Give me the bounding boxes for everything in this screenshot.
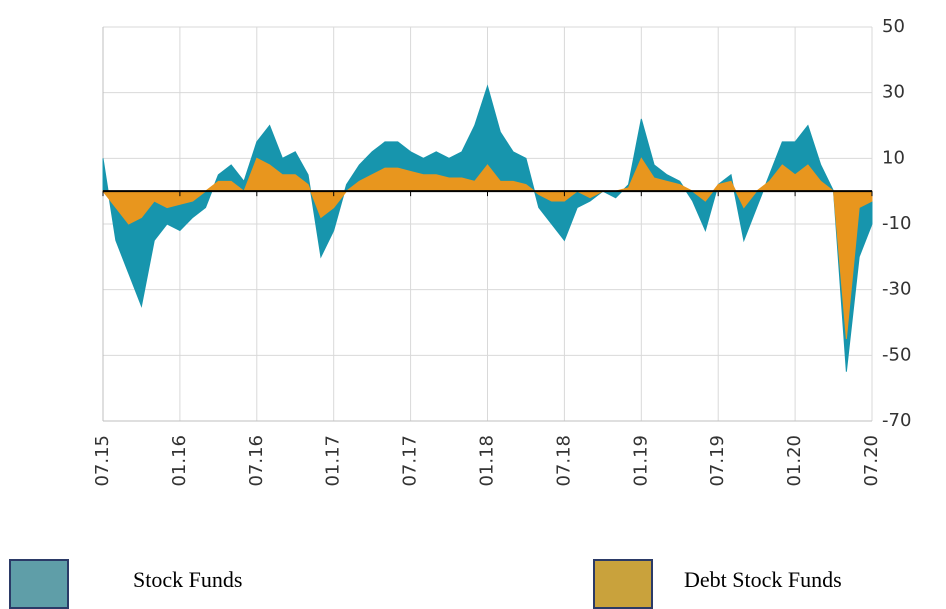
- y-tick-label: -10: [882, 213, 911, 234]
- x-tick-label: 01.17: [323, 435, 344, 487]
- x-tick-label: 01.19: [630, 435, 651, 487]
- legend-label: Stock Funds: [133, 567, 242, 592]
- x-tick-label: 01.18: [477, 435, 498, 487]
- legend-label: Debt Stock Funds: [684, 567, 842, 592]
- y-tick-label: 30: [882, 82, 905, 103]
- legend-swatch: [9, 559, 69, 609]
- x-tick-label: 07.17: [400, 435, 421, 487]
- x-tick-label: 07.18: [553, 435, 574, 487]
- x-tick-label: 01.16: [169, 435, 190, 487]
- x-tick-label: 07.20: [861, 435, 882, 487]
- x-tick-label: 07.16: [246, 435, 267, 487]
- x-tick-label: 07.15: [92, 435, 113, 487]
- area: [101, 157, 873, 339]
- y-tick-label: -70: [882, 410, 911, 431]
- y-tick-label: -50: [882, 344, 911, 365]
- y-tick-label: -30: [882, 279, 911, 300]
- x-tick-label: 01.20: [784, 435, 805, 487]
- legend-swatch: [593, 559, 653, 609]
- y-tick-label: 50: [882, 16, 905, 37]
- y-tick-label: 10: [882, 147, 905, 168]
- x-tick-label: 07.19: [707, 435, 728, 487]
